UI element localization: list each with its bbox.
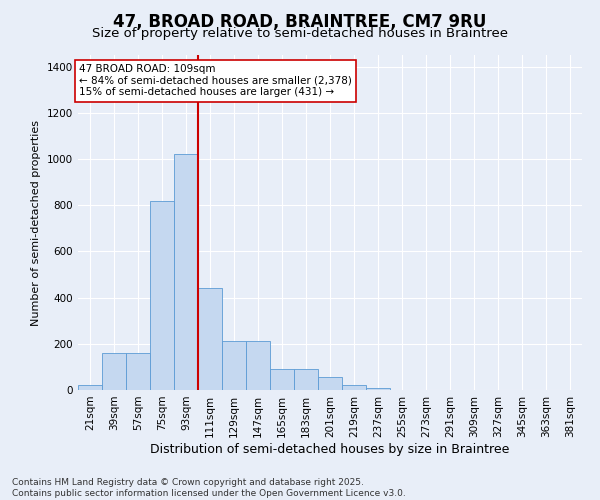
Bar [174, 154, 198, 390]
Bar [222, 342, 246, 390]
Text: 47 BROAD ROAD: 109sqm
← 84% of semi-detached houses are smaller (2,378)
15% of s: 47 BROAD ROAD: 109sqm ← 84% of semi-deta… [79, 64, 352, 98]
Bar [318, 378, 342, 390]
Bar [126, 353, 150, 390]
Bar [270, 369, 294, 390]
X-axis label: Distribution of semi-detached houses by size in Braintree: Distribution of semi-detached houses by … [151, 442, 509, 456]
Bar [102, 353, 126, 390]
Text: Size of property relative to semi-detached houses in Braintree: Size of property relative to semi-detach… [92, 28, 508, 40]
Text: Contains HM Land Registry data © Crown copyright and database right 2025.
Contai: Contains HM Land Registry data © Crown c… [12, 478, 406, 498]
Bar [294, 369, 318, 390]
Bar [366, 388, 390, 390]
Text: 47, BROAD ROAD, BRAINTREE, CM7 9RU: 47, BROAD ROAD, BRAINTREE, CM7 9RU [113, 12, 487, 30]
Bar [150, 200, 174, 390]
Bar [342, 386, 366, 390]
Y-axis label: Number of semi-detached properties: Number of semi-detached properties [31, 120, 41, 326]
Bar [198, 288, 222, 390]
Bar [78, 386, 102, 390]
Bar [246, 342, 270, 390]
